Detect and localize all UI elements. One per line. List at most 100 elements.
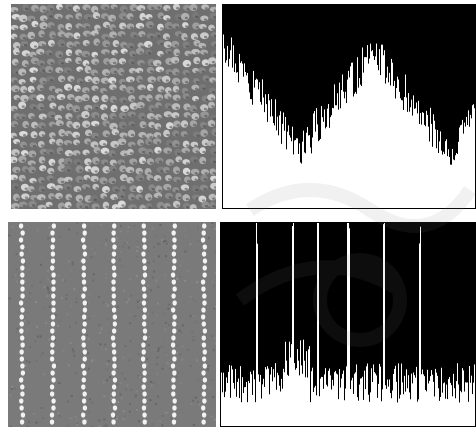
- stripe-dot: [202, 398, 207, 404]
- pebble-shadow: [132, 53, 136, 57]
- stripe-dot: [171, 279, 177, 285]
- noise-speck: [162, 299, 165, 302]
- noise-speck: [117, 400, 120, 403]
- pebble: [200, 174, 208, 182]
- pebble-shadow: [59, 142, 63, 145]
- histogram-bar: [321, 223, 322, 377]
- histogram-bar: [311, 5, 312, 154]
- histogram-bar: [293, 5, 294, 155]
- pebble-shadow: [43, 151, 47, 155]
- histogram-bar: [356, 223, 357, 365]
- histogram-bar: [427, 5, 428, 115]
- noise-speck: [39, 280, 42, 283]
- stripe-dot: [142, 370, 147, 376]
- noise-speck: [76, 293, 79, 296]
- pebble-shadow: [42, 9, 46, 12]
- histogram-bar: [262, 5, 263, 80]
- noise-speck: [134, 394, 137, 397]
- pebble-shadow: [15, 169, 20, 173]
- histogram-bar: [282, 223, 283, 389]
- histogram-bar: [402, 223, 403, 383]
- stripe-dot: [19, 328, 24, 334]
- pebble-shadow: [15, 71, 19, 74]
- noise-speck: [191, 330, 194, 333]
- pebble: [191, 185, 200, 192]
- pebble-shadow: [213, 186, 216, 189]
- pebble: [171, 40, 180, 48]
- stripe-dot: [20, 272, 25, 278]
- noise-speck: [106, 379, 109, 382]
- noise-speck: [100, 348, 103, 351]
- noise-speck: [108, 260, 111, 263]
- stripe-dot: [172, 223, 178, 229]
- histogram-bar: [400, 223, 401, 395]
- noise-speck: [195, 296, 198, 299]
- histogram-bar: [401, 5, 402, 101]
- pebble-shadow: [50, 62, 54, 65]
- pebble: [139, 12, 146, 21]
- noise-speck: [8, 255, 11, 258]
- histogram-bar: [349, 5, 350, 78]
- noise-speck: [94, 252, 97, 255]
- pebble: [125, 166, 135, 174]
- pebble-shadow: [41, 160, 45, 163]
- noise-speck: [163, 338, 166, 341]
- histogram-bar: [367, 5, 368, 46]
- pebble: [30, 131, 38, 139]
- noise-speck: [167, 303, 170, 306]
- pebble-shadow: [122, 87, 126, 91]
- stripe-dot: [202, 363, 207, 369]
- histogram-bar: [409, 223, 410, 393]
- histogram-bar: [230, 5, 231, 51]
- histogram-bar: [364, 223, 365, 371]
- pebble-shadow: [151, 124, 155, 128]
- stripe-dot: [51, 279, 56, 285]
- pebble: [172, 130, 180, 137]
- pebble-shadow: [130, 133, 135, 137]
- noise-speck: [47, 290, 50, 293]
- pebble-shadow: [195, 70, 199, 74]
- histogram-bar: [262, 223, 263, 385]
- noise-speck: [173, 418, 176, 421]
- stripe-dot: [202, 377, 208, 383]
- noise-speck: [116, 305, 119, 308]
- noise-speck: [89, 320, 92, 323]
- pebble: [118, 112, 127, 119]
- histogram-bar: [254, 223, 255, 380]
- histogram-bar: [382, 223, 383, 390]
- pebble-shadow: [68, 35, 72, 38]
- pebble-shadow: [76, 35, 80, 39]
- histogram-bar: [445, 223, 446, 399]
- pebble-shadow: [33, 197, 38, 201]
- pebble: [102, 120, 110, 127]
- noise-speck: [179, 275, 182, 278]
- texture-top-canvas: [11, 4, 216, 209]
- pebble-shadow: [79, 179, 83, 182]
- pebble: [56, 147, 64, 155]
- histogram-bar: [318, 5, 319, 142]
- histogram-bar: [398, 5, 399, 80]
- stripe-dot: [142, 328, 148, 334]
- stripe-dot: [81, 258, 86, 264]
- histogram-bar: [450, 223, 451, 383]
- histogram-bar: [241, 5, 242, 62]
- stripe-dot: [141, 363, 147, 369]
- pebble: [172, 166, 180, 175]
- noise-speck: [189, 243, 192, 246]
- histogram-bar: [332, 5, 333, 108]
- pebble: [129, 4, 138, 12]
- stripe-dot: [170, 272, 176, 278]
- histogram-bar: [455, 223, 456, 399]
- pebble-shadow: [42, 81, 46, 84]
- pebble-shadow: [195, 15, 199, 19]
- pebble-shadow: [175, 106, 179, 110]
- stripe-dot: [112, 223, 117, 229]
- noise-speck: [93, 248, 96, 251]
- histogram-bar: [314, 223, 315, 388]
- noise-speck: [43, 286, 46, 289]
- pebble: [126, 176, 134, 184]
- pebble-shadow: [106, 24, 110, 28]
- noise-speck: [185, 269, 188, 272]
- histogram-bar: [314, 5, 315, 112]
- histogram-bar: [427, 223, 428, 370]
